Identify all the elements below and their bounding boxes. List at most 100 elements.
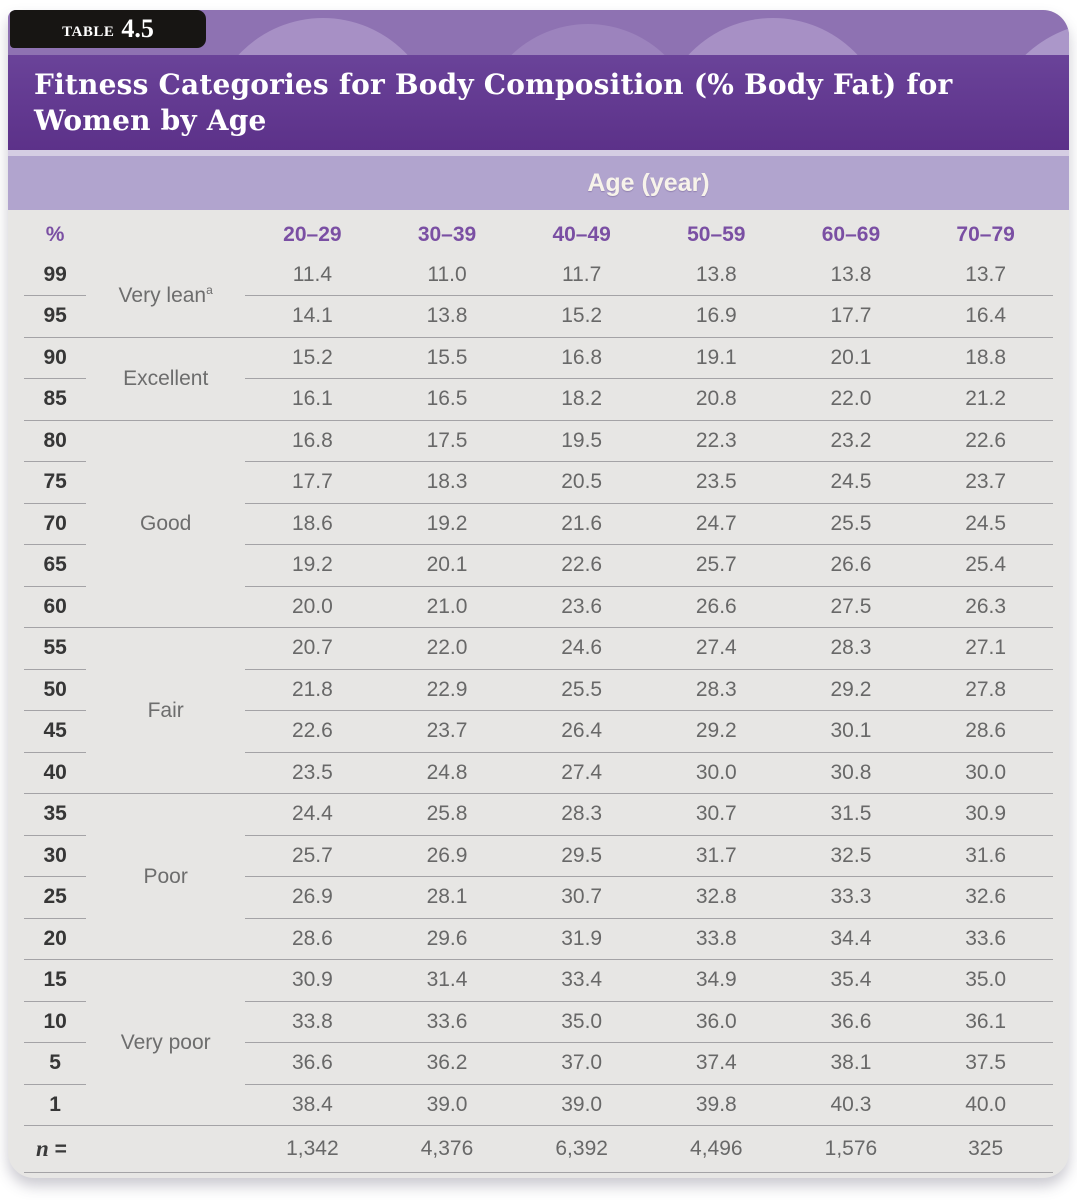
body-fat-value-cell: 26.6 xyxy=(783,544,919,587)
body-fat-value-cell: 18.6 xyxy=(245,503,380,545)
body-fat-value-cell: 33.6 xyxy=(918,918,1053,960)
table-row: 15 Very poor 30.9 31.4 33.4 34.9 35.4 35.0 xyxy=(24,959,1053,1126)
body-fat-value-cell: 33.3 xyxy=(783,876,919,919)
body-fat-value-cell: 22.0 xyxy=(379,627,515,670)
body-fat-value-cell: 30.1 xyxy=(783,710,919,753)
body-fat-value-cell: 37.4 xyxy=(648,1042,784,1085)
body-fat-value-cell: 23.7 xyxy=(918,461,1053,504)
body-fat-value-cell: 31.7 xyxy=(648,835,784,877)
percentile-cell: 35 xyxy=(24,793,87,836)
body-fat-value-cell: 27.1 xyxy=(918,627,1053,670)
table-row: 30 25.7 26.9 29.5 31.7 32.5 31.6 xyxy=(24,835,1053,877)
body-fat-value-cell: 34.4 xyxy=(783,918,919,960)
body-fat-value-cell: 22.9 xyxy=(379,669,515,711)
table-number-tab: Table 4.5 xyxy=(10,10,206,48)
body-fat-value-cell: 25.7 xyxy=(245,835,380,877)
decorative-circle xyxy=(988,22,1069,55)
body-fat-value-cell: 22.3 xyxy=(648,420,784,462)
table-row: 10 33.8 33.6 35.0 36.0 36.6 36.1 xyxy=(24,1001,1053,1043)
age-column-header: 70–79 xyxy=(956,223,1015,246)
sample-size-value-cell: 1,576 xyxy=(783,1125,919,1173)
body-fat-value-cell: 32.6 xyxy=(918,876,1053,919)
sample-size-value-cell: 4,376 xyxy=(379,1125,515,1173)
body-fat-value-cell: 22.6 xyxy=(918,420,1053,462)
body-fat-value-cell: 39.0 xyxy=(514,1084,649,1126)
percentile-column-header: % xyxy=(45,223,65,246)
body-fat-value-cell: 27.8 xyxy=(918,669,1053,711)
table-row: 85 16.1 16.5 18.2 20.8 22.0 21.2 xyxy=(24,378,1053,421)
percentile-cell: 40 xyxy=(24,752,87,794)
percentile-cell: 10 xyxy=(24,1001,87,1043)
body-fat-value-cell: 29.2 xyxy=(783,669,919,711)
body-fat-value-cell: 16.8 xyxy=(514,337,649,379)
body-fat-value-cell: 22.6 xyxy=(514,544,649,587)
sample-size-value-cell: 6,392 xyxy=(514,1125,649,1173)
body-fat-value-cell: 36.6 xyxy=(783,1001,919,1043)
body-fat-value-cell: 26.9 xyxy=(245,876,380,919)
body-fat-value-cell: 27.4 xyxy=(514,752,649,794)
percentile-cell: 65 xyxy=(24,544,87,587)
body-fat-value-cell: 29.2 xyxy=(648,710,784,753)
divider-strip xyxy=(8,150,1069,156)
body-fat-value-cell: 36.1 xyxy=(918,1001,1053,1043)
body-fat-value-cell: 30.9 xyxy=(918,793,1053,836)
body-fat-value-cell: 28.6 xyxy=(245,918,380,960)
decorative-circle xyxy=(208,18,438,55)
sample-size-value-cell: 325 xyxy=(918,1125,1053,1173)
body-fat-value-cell: 21.6 xyxy=(514,503,649,545)
body-fat-value-cell: 32.5 xyxy=(783,835,919,877)
category-label: Excellent xyxy=(123,366,209,390)
body-fat-value-cell: 19.2 xyxy=(245,544,380,587)
table-row: 25 26.9 28.1 30.7 32.8 33.3 32.6 xyxy=(24,876,1053,919)
body-fat-value-cell: 20.8 xyxy=(648,378,784,421)
body-fat-value-cell: 28.1 xyxy=(379,876,515,919)
body-fat-value-cell: 35.0 xyxy=(514,1001,649,1043)
body-fat-value-cell: 36.0 xyxy=(648,1001,784,1043)
category-cell: Fair xyxy=(86,627,246,794)
table-row: 55 Fair 20.7 22.0 24.6 27.4 28.3 27.1 xyxy=(24,627,1053,794)
body-fat-value-cell: 31.5 xyxy=(783,793,919,836)
body-fat-value-cell: 25.7 xyxy=(648,544,784,587)
body-fat-value-cell: 24.4 xyxy=(245,793,380,836)
table-tag-number: 4.5 xyxy=(121,14,154,43)
body-fat-percentile-table: % 20–29 30–39 40–49 50–59 60–69 70–79 99… xyxy=(24,216,1053,1173)
body-fat-value-cell: 23.2 xyxy=(783,420,919,462)
footnote-marker: a xyxy=(206,282,213,297)
body-fat-value-cell: 40.0 xyxy=(918,1084,1053,1126)
age-column-header: 60–69 xyxy=(821,223,881,246)
equals-sign: = xyxy=(48,1138,67,1161)
body-fat-value-cell: 34.9 xyxy=(648,959,784,1002)
body-fat-value-cell: 20.1 xyxy=(783,337,919,379)
body-fat-value-cell: 20.5 xyxy=(514,461,649,504)
body-fat-value-cell: 16.9 xyxy=(648,295,784,338)
table-body-area: % 20–29 30–39 40–49 50–59 60–69 70–79 99… xyxy=(8,210,1069,1173)
body-fat-value-cell: 20.0 xyxy=(245,586,380,628)
age-column-header: 30–39 xyxy=(417,223,477,246)
column-header-row: % 20–29 30–39 40–49 50–59 60–69 70–79 xyxy=(24,216,1053,254)
body-fat-value-cell: 13.7 xyxy=(918,254,1053,296)
body-fat-value-cell: 18.8 xyxy=(918,337,1053,379)
table-row: 70 18.6 19.2 21.6 24.7 25.5 24.5 xyxy=(24,503,1053,545)
body-fat-value-cell: 31.4 xyxy=(379,959,515,1002)
percentile-cell: 85 xyxy=(24,378,87,421)
body-fat-value-cell: 24.8 xyxy=(379,752,515,794)
body-fat-value-cell: 24.7 xyxy=(648,503,784,545)
body-fat-value-cell: 39.8 xyxy=(648,1084,784,1126)
table-card: Table 4.5 Fitness Categories for Body Co… xyxy=(8,10,1069,1178)
percentile-cell: 5 xyxy=(24,1042,87,1085)
percentile-cell: 15 xyxy=(24,959,87,1002)
percentile-cell: 55 xyxy=(24,627,87,670)
body-fat-value-cell: 19.2 xyxy=(379,503,515,545)
body-fat-value-cell: 30.7 xyxy=(514,876,649,919)
body-fat-value-cell: 16.4 xyxy=(918,295,1053,338)
age-column-header: 40–49 xyxy=(552,223,611,246)
table-tag-word: Table xyxy=(62,16,115,41)
body-fat-value-cell: 30.0 xyxy=(648,752,784,794)
body-fat-value-cell: 29.5 xyxy=(514,835,649,877)
body-fat-value-cell: 31.6 xyxy=(918,835,1053,877)
percentile-cell: 60 xyxy=(24,586,87,628)
body-fat-value-cell: 21.2 xyxy=(918,378,1053,421)
percentile-cell: 20 xyxy=(24,918,87,960)
body-fat-value-cell: 23.5 xyxy=(648,461,784,504)
